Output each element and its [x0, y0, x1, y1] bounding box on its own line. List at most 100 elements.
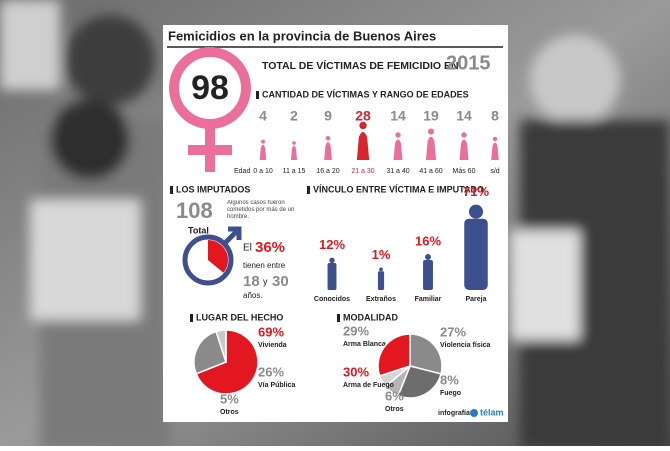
age-value: 2 — [290, 108, 298, 124]
axis-label: Edad — [234, 168, 250, 175]
woman-icon — [324, 135, 332, 160]
age-category: Más 60 — [453, 168, 476, 175]
section-bullet — [307, 186, 310, 194]
age-category: 41 a 60 — [419, 168, 442, 175]
age-value: 14 — [456, 108, 472, 124]
icon-head — [325, 135, 331, 141]
man-icon — [423, 254, 433, 290]
section-title: CANTIDAD DE VÍCTIMAS Y RANGO DE EDADES — [262, 89, 469, 99]
mars-ring — [182, 234, 234, 286]
age-value: 14 — [390, 108, 406, 124]
icon-head — [395, 132, 401, 138]
text: tienen entre — [243, 261, 286, 270]
icon-body — [259, 144, 267, 160]
pie-slice — [193, 330, 227, 375]
note-box: Algunos casos fueron cometidos por más d… — [227, 200, 295, 220]
credit: infografía — [438, 410, 470, 417]
icon-head — [427, 128, 435, 135]
icon-head — [379, 267, 383, 272]
icon-body — [377, 271, 385, 290]
age-category: 31 a 40 — [386, 168, 409, 175]
category-label: Fuego — [440, 390, 461, 397]
category-label: Conocidos — [314, 296, 350, 303]
man-icon — [377, 267, 385, 290]
section-title: LUGAR DEL HECHO — [196, 312, 283, 322]
category-label: Pareja — [465, 296, 486, 303]
pie-slice — [195, 329, 259, 395]
category-label: Otros — [385, 406, 404, 413]
mars-arrow — [222, 226, 242, 246]
icon-body — [324, 142, 332, 160]
woman-icon — [290, 141, 298, 160]
age-category: 16 a 20 — [316, 168, 339, 175]
category-label: Otros — [220, 409, 239, 416]
value-label: 27% — [440, 324, 466, 339]
category-label: Familiar — [415, 296, 442, 303]
venus-bar — [188, 145, 232, 155]
woman-icon — [259, 139, 267, 160]
age-from: 18 — [243, 273, 260, 290]
icon-head — [261, 139, 265, 144]
age-category: 21 a 30 — [351, 168, 374, 175]
value-label: 30% — [343, 364, 369, 379]
accused-note: Algunos casos fueron cometidos por más d… — [227, 200, 295, 220]
icon-head — [292, 141, 296, 145]
icon-head — [359, 121, 367, 130]
category-label: Arma Blanca — [343, 341, 386, 348]
pie-slice — [377, 333, 411, 377]
brand: télam — [480, 407, 504, 417]
icon-head — [329, 257, 335, 263]
woman-icon — [459, 132, 469, 160]
total-label: TOTAL DE VÍCTIMAS DE FEMICIDIO EN — [262, 59, 459, 72]
total-label: Total — [188, 225, 209, 235]
section-bullet — [337, 314, 340, 322]
icon-body — [425, 136, 437, 160]
age-value: 4 — [259, 108, 267, 124]
category-label: Vía Pública — [258, 382, 295, 389]
pie-slice — [409, 333, 443, 375]
age-value: 9 — [324, 108, 332, 124]
value-label: 6% — [385, 388, 404, 403]
icon-body — [459, 139, 469, 160]
value-label: 69% — [258, 324, 284, 339]
value-label: 8% — [440, 372, 459, 387]
icon-head — [492, 136, 498, 142]
category-label: Extraños — [366, 296, 396, 303]
woman-icon — [393, 132, 403, 160]
venus-ring — [169, 47, 251, 129]
brand-logo — [470, 409, 478, 417]
man-icon — [327, 257, 337, 290]
icon-body — [290, 145, 298, 160]
section-bullet — [170, 186, 173, 194]
age-value: 28 — [355, 108, 371, 124]
section-title: VÍNCULO ENTRE VÍCTIMA E IMPUTADO — [313, 184, 484, 194]
section-bullet — [256, 91, 259, 99]
total-year: 2015 — [446, 52, 491, 74]
category-label: Vivienda — [258, 342, 287, 349]
woman-icon — [491, 136, 499, 160]
icon-body — [491, 142, 499, 160]
icon-body — [327, 263, 337, 290]
pie-slice — [215, 329, 227, 363]
accused-total: 108 — [176, 198, 213, 223]
icon-body — [423, 260, 433, 290]
icon-body — [356, 132, 370, 160]
category-label: Violencia física — [440, 342, 491, 349]
value-label: 1% — [372, 247, 391, 262]
man-icon — [464, 204, 488, 290]
value-label: 5% — [220, 391, 239, 406]
icon-head — [468, 204, 484, 219]
icon-body — [464, 218, 488, 290]
value-label: 29% — [343, 323, 369, 338]
section-bullet — [190, 314, 193, 322]
total-value: 98 — [191, 69, 229, 107]
percent-sector — [208, 240, 228, 273]
value-label: 26% — [258, 364, 284, 379]
text: y — [263, 276, 268, 286]
age-value: 19 — [423, 108, 439, 124]
section-title: LOS IMPUTADOS — [176, 184, 250, 194]
age-category: s/d — [490, 168, 499, 175]
icon-head — [425, 254, 431, 260]
